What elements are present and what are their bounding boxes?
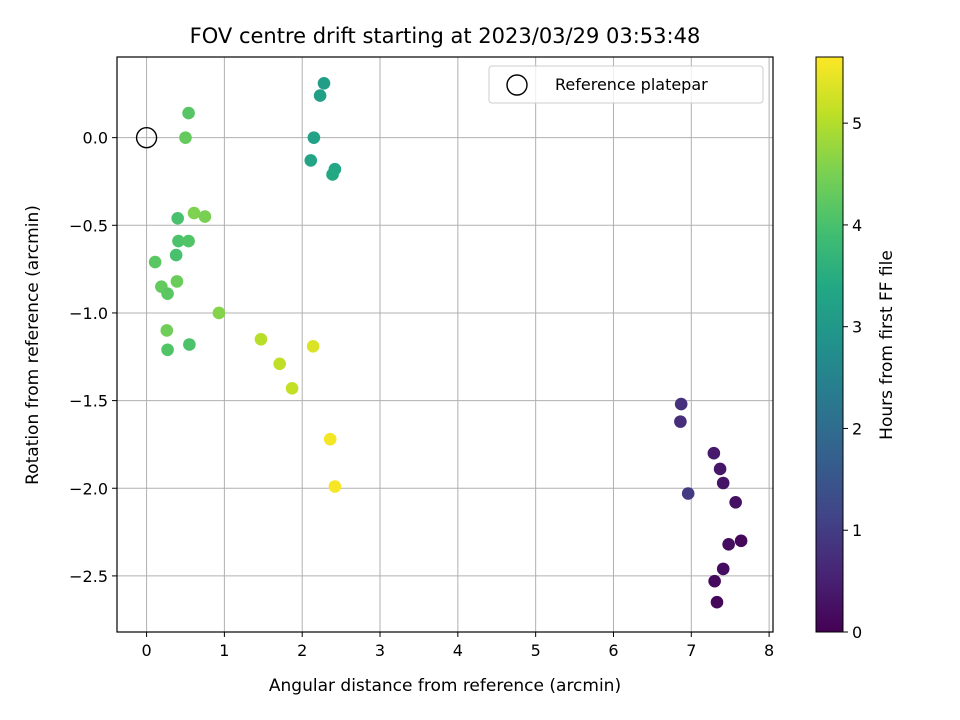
data-point [317,76,331,90]
x-tick-label: 0 [141,641,151,660]
y-tick-label: −1.5 [69,392,108,411]
data-point [307,131,321,144]
colorbar: 0 1 2 3 4 5 Hours from first FF file [815,56,897,642]
data-point [170,275,184,288]
data-point [328,480,342,493]
legend-box [488,65,764,104]
x-axis-label: Angular distance from reference (arcmin) [269,676,621,696]
data-point [179,131,192,144]
data-point [707,446,721,460]
x-tick-label: 7 [686,641,696,660]
x-tick-label: 8 [764,641,774,660]
data-point [323,432,337,446]
data-point [716,562,730,576]
chart-title: FOV centre drift starting at 2023/03/29 … [190,24,701,48]
reference-point-marker [135,126,158,149]
scatter-points [148,76,748,609]
data-point [285,382,299,395]
colorbar-tick-label: 1 [852,521,862,540]
x-tick-label: 3 [375,641,385,660]
data-point [734,534,748,548]
y-tick-label: −2.5 [69,567,108,586]
legend: Reference platepar [488,65,764,104]
legend-marker-icon [506,74,528,96]
data-point [198,210,212,223]
data-point [182,106,195,120]
data-point [304,154,318,167]
data-point [160,324,174,337]
data-point [172,234,185,248]
colorbar-label: Hours from first FF file [877,250,897,440]
data-point [729,495,742,509]
data-point [326,168,339,181]
x-tick-label: 6 [608,641,618,660]
y-axis-label: Rotation from reference (arcmin) [23,205,43,485]
data-point [171,211,184,225]
x-tick-label: 2 [297,641,307,660]
y-tick-label: 0.0 [83,129,108,148]
y-tick-label: −2.0 [69,479,108,498]
data-point [716,476,730,490]
x-tick-label: 1 [219,641,229,660]
plot-frame [116,56,774,633]
x-tick-label: 5 [531,641,541,660]
colorbar-gradient [815,56,844,633]
data-point [713,462,727,476]
colorbar-tick-label: 4 [852,216,862,235]
y-tick-label: −0.5 [69,216,108,235]
data-point [674,397,688,411]
colorbar-tick-label: 5 [852,114,862,133]
y-axis-ticks: 0.0 −0.5 −1.0 −1.5 −2.0 −2.5 [69,129,117,586]
data-point [169,248,183,262]
data-point [313,89,327,102]
y-tick-label: −1.0 [69,304,108,323]
colorbar-tick-label: 3 [852,318,862,337]
data-point [674,415,687,428]
data-point [183,338,196,351]
data-point [722,538,735,551]
data-point [182,234,195,248]
data-point [306,339,320,353]
data-point [710,595,724,609]
grid-lines [117,57,773,632]
colorbar-tick-label: 0 [852,623,862,642]
data-point [681,487,695,500]
data-point [212,306,226,320]
reference-marker-group [135,126,158,149]
data-point [161,343,174,357]
data-point [254,332,268,346]
colorbar-ticks: 0 1 2 3 4 5 [843,114,862,642]
data-point [161,287,174,300]
data-point [708,574,721,588]
x-axis-ticks: 0 1 2 3 4 5 6 7 8 [141,632,774,660]
colorbar-tick-label: 2 [852,419,862,438]
legend-label: Reference platepar [555,75,708,94]
data-point [273,357,286,371]
x-tick-label: 4 [453,641,463,660]
data-point [148,255,162,269]
data-point [187,206,201,220]
